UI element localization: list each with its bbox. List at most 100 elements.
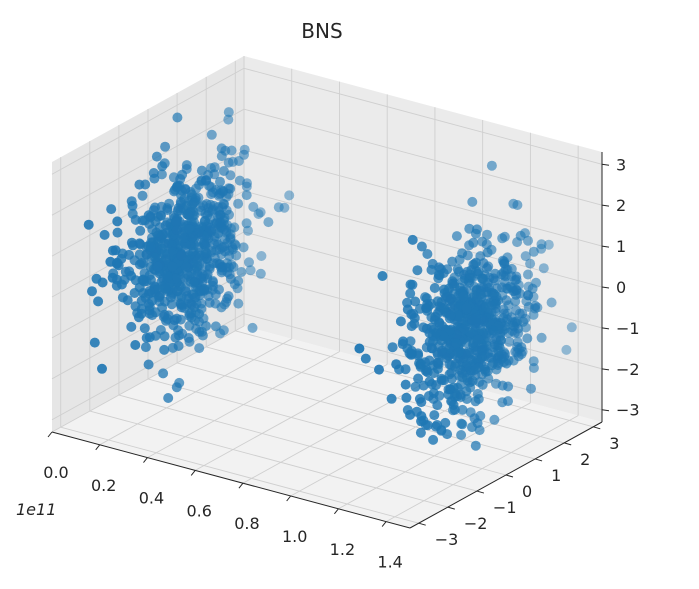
data-point bbox=[159, 331, 170, 342]
data-point bbox=[467, 196, 478, 207]
data-point bbox=[145, 241, 156, 252]
data-point bbox=[498, 304, 509, 315]
x-tick-mark bbox=[95, 444, 101, 451]
gridline-z bbox=[243, 108, 603, 206]
data-point bbox=[216, 151, 227, 162]
y-tick-mark bbox=[593, 426, 601, 430]
z-tick-mark bbox=[601, 409, 610, 412]
x-tick-mark bbox=[334, 508, 339, 515]
data-point bbox=[223, 291, 234, 302]
data-point bbox=[150, 252, 161, 263]
data-point bbox=[130, 340, 141, 350]
x-axis-multiplier: 1e11 bbox=[16, 500, 56, 519]
data-point bbox=[158, 368, 169, 379]
data-point bbox=[167, 239, 177, 250]
data-point bbox=[429, 283, 440, 293]
data-point bbox=[413, 373, 424, 384]
data-point bbox=[184, 320, 195, 331]
data-point bbox=[122, 295, 133, 306]
x-tick-mark bbox=[143, 457, 148, 463]
data-point bbox=[182, 209, 193, 220]
data-point bbox=[133, 312, 144, 323]
data-point bbox=[227, 242, 238, 253]
data-point bbox=[400, 379, 411, 390]
data-point bbox=[140, 342, 151, 353]
data-point bbox=[159, 248, 170, 259]
data-point bbox=[473, 334, 484, 345]
data-point bbox=[447, 256, 458, 267]
gridline-z bbox=[243, 272, 603, 370]
data-point bbox=[498, 313, 509, 324]
data-point bbox=[219, 199, 230, 210]
data-point bbox=[162, 205, 173, 215]
data-point bbox=[434, 318, 445, 329]
data-point bbox=[481, 239, 492, 250]
gridline-z bbox=[243, 149, 603, 247]
data-point bbox=[223, 114, 234, 125]
data-point bbox=[238, 242, 249, 253]
data-point bbox=[523, 269, 533, 280]
data-point bbox=[214, 284, 224, 295]
data-point bbox=[472, 346, 483, 357]
gridline-z bbox=[51, 108, 245, 216]
y-tick-label: −2 bbox=[464, 514, 488, 533]
data-point bbox=[206, 129, 217, 140]
data-point bbox=[429, 410, 440, 421]
data-point bbox=[241, 190, 252, 201]
data-point bbox=[151, 151, 162, 162]
gridline-y bbox=[118, 394, 478, 492]
data-point bbox=[470, 396, 481, 407]
data-point bbox=[387, 342, 398, 353]
data-point bbox=[422, 249, 433, 259]
gridline-y bbox=[206, 346, 565, 444]
x-tick-mark bbox=[381, 521, 387, 527]
data-point bbox=[497, 233, 508, 244]
x-tick-label: 0.2 bbox=[91, 476, 116, 495]
data-point bbox=[225, 232, 236, 243]
data-point bbox=[105, 256, 116, 267]
data-point bbox=[163, 393, 174, 403]
gridline-z bbox=[243, 231, 603, 329]
data-point bbox=[145, 274, 156, 285]
data-point bbox=[458, 324, 469, 335]
data-point bbox=[416, 241, 427, 252]
data-point bbox=[134, 259, 145, 270]
data-point bbox=[255, 207, 266, 218]
data-point bbox=[416, 416, 427, 427]
data-point bbox=[200, 261, 211, 272]
data-point bbox=[171, 225, 182, 235]
data-point bbox=[424, 376, 435, 387]
data-point bbox=[245, 265, 256, 276]
gridline-y bbox=[60, 426, 419, 524]
data-point bbox=[489, 414, 500, 425]
data-point bbox=[171, 382, 182, 393]
data-point bbox=[354, 343, 365, 354]
data-point bbox=[148, 168, 159, 178]
data-point bbox=[458, 291, 469, 302]
data-point bbox=[543, 239, 554, 250]
data-point bbox=[415, 359, 426, 370]
data-point bbox=[432, 308, 443, 319]
data-point bbox=[501, 295, 512, 306]
data-point bbox=[499, 258, 510, 269]
data-point bbox=[405, 409, 416, 420]
x-tick-mark bbox=[47, 431, 53, 438]
data-point bbox=[426, 264, 437, 275]
data-point bbox=[546, 297, 557, 308]
data-point bbox=[442, 429, 453, 440]
data-point bbox=[457, 419, 468, 430]
z-tick-label: 3 bbox=[616, 155, 626, 174]
data-point bbox=[444, 295, 455, 306]
data-point bbox=[566, 322, 577, 333]
data-point bbox=[451, 231, 462, 242]
data-point bbox=[126, 270, 137, 281]
data-point bbox=[188, 277, 199, 288]
data-point bbox=[433, 357, 444, 368]
data-point bbox=[136, 295, 147, 306]
data-point bbox=[538, 263, 549, 274]
data-point bbox=[194, 343, 205, 354]
data-point bbox=[401, 392, 412, 403]
y-tick-mark bbox=[505, 474, 514, 478]
data-point bbox=[452, 264, 463, 275]
gridline-z bbox=[243, 67, 603, 165]
